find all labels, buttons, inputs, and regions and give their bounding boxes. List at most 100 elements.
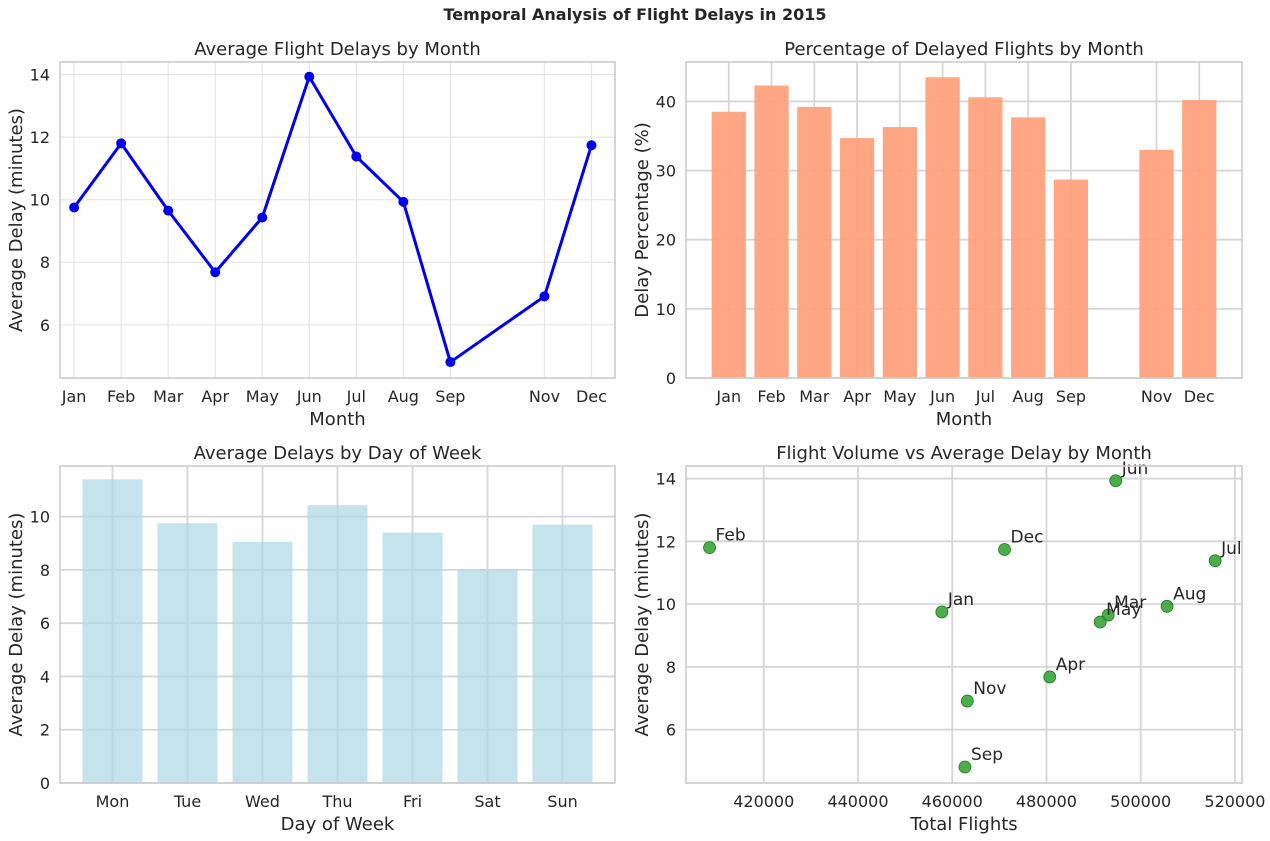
point-nov — [960, 694, 974, 708]
x-tick-label: Jan — [61, 387, 87, 406]
y-tick-label: 6 — [40, 316, 50, 335]
x-axis-label: Month — [936, 409, 992, 430]
gridlines — [60, 62, 615, 378]
y-axis-label: Average Delay (minutes) — [6, 513, 27, 737]
x-tick-label: Wed — [245, 792, 280, 811]
point-label-jul: Jul — [1220, 539, 1242, 559]
point-label-feb: Feb — [716, 526, 746, 546]
bar-wed — [232, 541, 293, 783]
y-tick-label: 10 — [30, 191, 50, 210]
point-aug — [398, 196, 409, 207]
y-tick-label: 12 — [656, 532, 676, 551]
axes-frame — [685, 61, 1243, 379]
axes-frame — [685, 465, 1243, 784]
y-tick-label: 10 — [656, 300, 676, 319]
point-label-sep: Sep — [971, 745, 1003, 765]
x-tick-label: May — [246, 387, 279, 406]
point-aug — [1160, 599, 1174, 613]
y-tick-label: 20 — [656, 231, 676, 250]
bar-mar — [797, 106, 832, 378]
series-line — [72, 75, 593, 364]
x-tick-label: Sun — [547, 792, 577, 811]
y-tick-labels: 0 2 4 6 8 10 — [30, 508, 50, 793]
x-tick-label: Sat — [474, 792, 500, 811]
data-marks — [69, 71, 597, 368]
plots: Jan Feb Mar Apr May Jun Jul Aug Sep Nov Dec 6 8 10 12 1… — [6, 39, 1265, 835]
x-tick-label: Tue — [173, 792, 201, 811]
x-tick-label: Jul — [346, 387, 366, 406]
x-tick-label: 480000 — [1016, 792, 1077, 811]
y-tick-label: 30 — [656, 162, 676, 181]
bar-fri — [382, 532, 443, 783]
x-tick-label: Mon — [96, 792, 130, 811]
x-tick-labels: 420000 440000 460000 480000 500000 520000 — [733, 792, 1265, 811]
x-tick-label: Thu — [321, 792, 352, 811]
y-axis-label: Average Delay (minutes) — [6, 108, 27, 332]
x-tick-label: Dec — [576, 387, 607, 406]
point-jan — [935, 605, 949, 619]
point-mar — [163, 205, 174, 216]
y-tick-label: 10 — [656, 595, 676, 614]
y-tick-label: 6 — [40, 614, 50, 633]
point-label-apr: Apr — [1056, 655, 1085, 675]
x-tick-label: Jan — [715, 387, 741, 406]
x-tick-label: 420000 — [733, 792, 794, 811]
x-tick-label: Feb — [107, 387, 135, 406]
x-tick-label: Aug — [388, 387, 419, 406]
x-tick-label: Jun — [296, 387, 322, 406]
y-tick-label: 4 — [40, 667, 50, 686]
chart-title: Percentage of Delayed Flights by Month — [784, 39, 1143, 60]
y-tick-label: 8 — [40, 561, 50, 580]
x-tick-label: Sep — [1056, 387, 1086, 406]
chart-1: Jan Feb Mar Apr May Jun Jul Aug Sep Nov Dec 6 8 10 12 1… — [6, 39, 616, 430]
x-tick-label: May — [883, 387, 916, 406]
bar-sun — [532, 524, 593, 783]
y-tick-label: 14 — [30, 66, 50, 85]
axes-frame — [59, 61, 616, 379]
x-tick-labels: Mon Tue Wed Thu Fri Sat Sun — [96, 792, 578, 811]
chart-title: Flight Volume vs Average Delay by Month — [776, 443, 1152, 464]
point-may — [257, 212, 268, 223]
x-axis-label: Total Flights — [909, 814, 1017, 835]
point-jul — [1208, 554, 1222, 568]
point-jun — [1109, 474, 1123, 488]
x-tick-label: Nov — [529, 387, 560, 406]
bar-thu — [307, 505, 368, 783]
point-sep — [958, 760, 972, 774]
bar-apr — [839, 138, 875, 378]
bar-tue — [157, 523, 218, 783]
bar-sep — [1053, 179, 1089, 378]
x-tick-label: 440000 — [827, 792, 888, 811]
x-tick-label: Mar — [799, 387, 830, 406]
y-tick-label: 10 — [30, 508, 50, 527]
x-tick-label: Apr — [201, 387, 229, 406]
bar-dec — [1182, 100, 1217, 378]
point-feb — [703, 541, 716, 555]
x-tick-label: 520000 — [1204, 792, 1265, 811]
y-tick-label: 0 — [40, 774, 50, 793]
y-tick-labels: 0 10 20 30 40 — [656, 92, 676, 388]
point-jul — [351, 151, 362, 162]
y-axis-label: Delay Percentage (%) — [632, 122, 653, 317]
bar-mon — [82, 479, 143, 783]
chart-title: Average Delays by Day of Week — [194, 443, 482, 464]
x-tick-label: 460000 — [922, 792, 983, 811]
point-label-jan: Jan — [947, 590, 974, 610]
x-tick-label: Fri — [403, 792, 422, 811]
point-sep — [445, 357, 456, 368]
bar-aug — [1011, 117, 1046, 378]
point-jun — [304, 71, 315, 82]
bar-may — [882, 126, 917, 379]
chart-title: Average Flight Delays by Month — [194, 39, 481, 60]
x-tick-label: Jun — [929, 387, 955, 406]
bar-nov — [1139, 149, 1174, 378]
y-tick-label: 12 — [30, 128, 50, 147]
y-tick-label: 40 — [656, 92, 676, 111]
x-tick-label: 500000 — [1110, 792, 1171, 811]
axes-frame — [59, 465, 616, 784]
data-marks — [82, 479, 593, 783]
y-tick-label: 14 — [656, 470, 676, 489]
x-tick-label: Apr — [843, 387, 871, 406]
y-tick-labels: 6 8 10 12 14 — [30, 66, 50, 335]
